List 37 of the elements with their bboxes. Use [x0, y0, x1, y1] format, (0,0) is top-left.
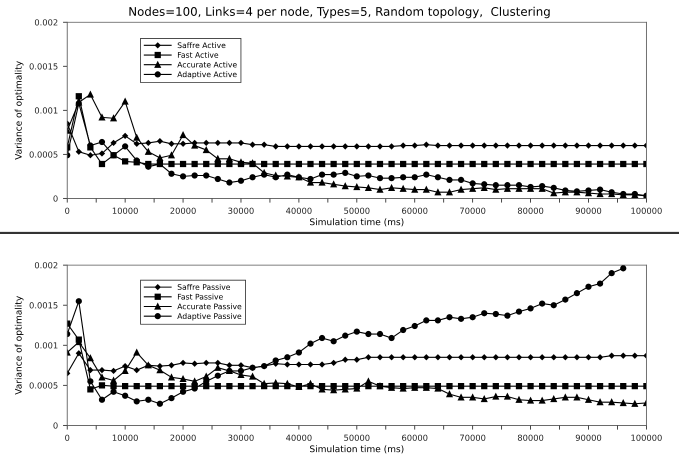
x-tick-label: 90000: [576, 434, 602, 441]
y-tick-label: 0: [53, 422, 58, 429]
x-tick-label: 60000: [402, 208, 428, 214]
x-tick-label: 80000: [518, 434, 544, 441]
x-tick-label: 90000: [576, 208, 602, 214]
x-tick-label: 50000: [344, 434, 370, 441]
y-axis-title: Variance of optimality: [14, 61, 24, 160]
y-tick-label: 0.002: [34, 19, 58, 26]
y-tick-label: 0: [53, 195, 58, 202]
chart-title: Nodes=100, Links=4 per node, Types=5, Random topology, Clustering: [129, 6, 550, 18]
x-tick-label: 20000: [170, 434, 196, 441]
y-tick-label: 0.0005: [30, 382, 58, 389]
x-tick-label: 30000: [228, 434, 254, 441]
y-tick-label: 0.0015: [30, 63, 58, 70]
x-tick-label: 60000: [402, 434, 428, 441]
x-tick-label: 40000: [286, 208, 312, 214]
y-tick-label: 0.001: [34, 107, 58, 114]
x-tick-label: 20000: [170, 208, 196, 214]
y-tick-label: 0.002: [34, 262, 58, 268]
x-tick-label: 70000: [460, 434, 486, 441]
x-tick-label: 10000: [112, 208, 138, 214]
y-tick-label: 0.001: [34, 342, 58, 349]
x-tick-label: 100000: [631, 208, 662, 214]
y-tick-label: 0.0005: [30, 151, 58, 158]
x-tick-label: 100000: [631, 434, 662, 441]
x-tick-label: 70000: [460, 208, 486, 214]
x-tick-label: 10000: [112, 434, 138, 441]
x-axis-title: Simulation time (ms): [310, 218, 404, 226]
y-axis-title: Variance of optimality: [14, 296, 24, 395]
x-tick-label: 0: [65, 434, 70, 441]
y-tick-label: 0.0015: [30, 302, 58, 308]
x-tick-label: 30000: [228, 208, 254, 214]
x-tick-label: 40000: [286, 434, 312, 441]
x-axis-title: Simulation time (ms): [310, 445, 404, 454]
x-tick-label: 50000: [344, 208, 370, 214]
x-tick-label: 80000: [518, 208, 544, 214]
x-tick-label: 0: [65, 208, 70, 214]
